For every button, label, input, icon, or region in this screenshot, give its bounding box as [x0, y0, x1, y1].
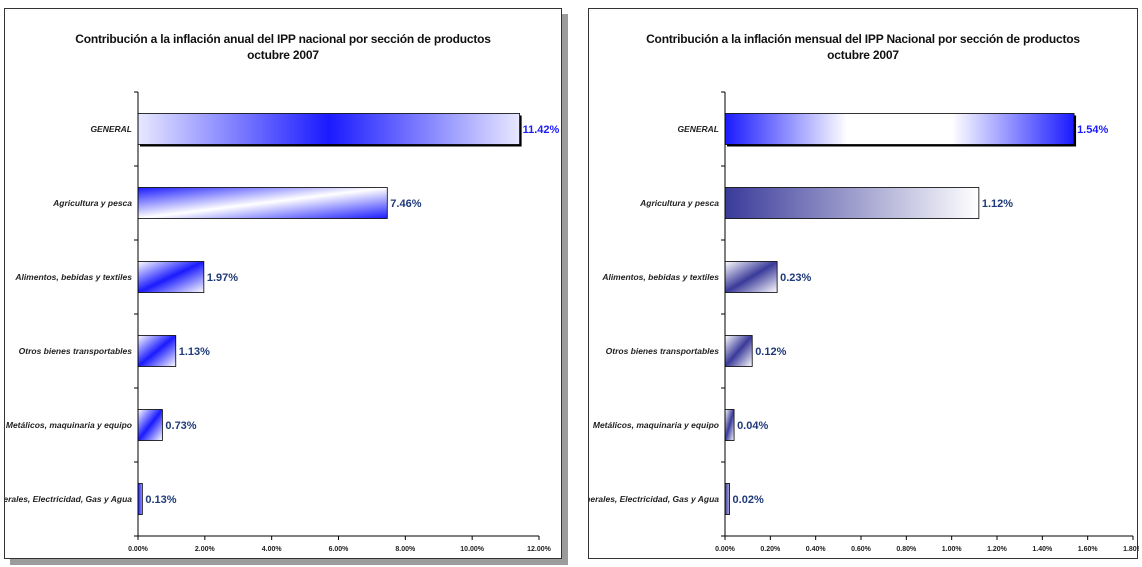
chart-title-monthly: Contribución a la inflación mensual del …	[589, 31, 1137, 63]
bar-chart-annual: GENERAL 11.42% Agricultura y pesca 7.46% Ali…	[5, 91, 560, 553]
x-tick-label: 0.80%	[896, 546, 917, 553]
x-tick-label: 2.00%	[195, 546, 216, 553]
data-label: 1.13%	[179, 346, 210, 358]
category-label: Otros bienes transportables	[19, 346, 133, 356]
x-tick-label: 1.80%	[1123, 546, 1139, 553]
x-tick-label: 1.60%	[1078, 546, 1099, 553]
chart-subtitle: octubre 2007	[247, 48, 319, 62]
data-label: 0.73%	[165, 420, 196, 432]
data-label: 0.04%	[737, 420, 768, 432]
bar	[724, 187, 980, 219]
category-label: Minerales, Electricidad, Gas y Agua	[589, 494, 719, 504]
data-label: 0.12%	[755, 346, 786, 358]
bar	[137, 409, 163, 441]
x-tick-label: 0.00%	[128, 546, 149, 553]
category-label: Agricultura y pesca	[639, 198, 719, 208]
bar-chart-monthly: GENERAL 1.54% Agricultura y pesca 1.12% Alim…	[589, 91, 1139, 553]
category-label: Minerales, Electricidad, Gas y Agua	[5, 494, 132, 504]
category-label: Alimentos, bebidas y textiles	[14, 272, 132, 282]
category-label: GENERAL	[90, 124, 132, 134]
bar	[724, 409, 735, 441]
x-tick-label: 0.60%	[851, 546, 872, 553]
category-label: Alimentos, bebidas y textiles	[601, 272, 719, 282]
x-tick-label: 0.40%	[806, 546, 827, 553]
bar	[724, 113, 1075, 145]
data-label: 7.46%	[390, 198, 421, 210]
x-tick-label: 6.00%	[329, 546, 350, 553]
bar	[137, 483, 143, 515]
data-label: 0.02%	[733, 494, 764, 506]
x-tick-label: 10.00%	[460, 546, 485, 553]
data-label: 1.97%	[207, 272, 238, 284]
bar	[137, 335, 177, 367]
chart-title: Contribución a la inflación mensual del …	[646, 32, 1080, 46]
chart-title-annual: Contribución a la inflación anual del IP…	[5, 31, 561, 63]
bar	[724, 335, 753, 367]
category-label: Agricultura y pesca	[52, 198, 132, 208]
x-tick-label: 1.40%	[1032, 546, 1053, 553]
chart-subtitle: octubre 2007	[827, 48, 899, 62]
x-tick-label: 0.20%	[760, 546, 781, 553]
bar	[724, 483, 730, 515]
category-label: Otros bienes transportables	[606, 346, 720, 356]
data-label: 0.13%	[145, 494, 176, 506]
chart-title: Contribución a la inflación anual del IP…	[75, 32, 491, 46]
data-label: 1.12%	[982, 198, 1013, 210]
x-tick-label: 4.00%	[262, 546, 283, 553]
x-tick-label: 12.00%	[527, 546, 552, 553]
bar	[137, 113, 521, 145]
chart-panel-monthly: Contribución a la inflación mensual del …	[588, 8, 1139, 559]
data-label: 1.54%	[1077, 124, 1108, 136]
x-tick-label: 1.00%	[942, 546, 963, 553]
category-label: GENERAL	[677, 124, 719, 134]
category-label: Metálicos, maquinaria y equipo	[593, 420, 719, 430]
bar	[724, 261, 778, 293]
x-tick-label: 8.00%	[395, 546, 416, 553]
bar	[137, 187, 388, 219]
data-label: 0.23%	[780, 272, 811, 284]
chart-panel-annual: Contribución a la inflación anual del IP…	[4, 8, 562, 559]
data-label: 11.42%	[523, 124, 560, 136]
x-tick-label: 1.20%	[987, 546, 1008, 553]
x-tick-label: 0.00%	[715, 546, 736, 553]
category-label: Metálicos, maquinaria y equipo	[6, 420, 132, 430]
bar	[137, 261, 205, 293]
